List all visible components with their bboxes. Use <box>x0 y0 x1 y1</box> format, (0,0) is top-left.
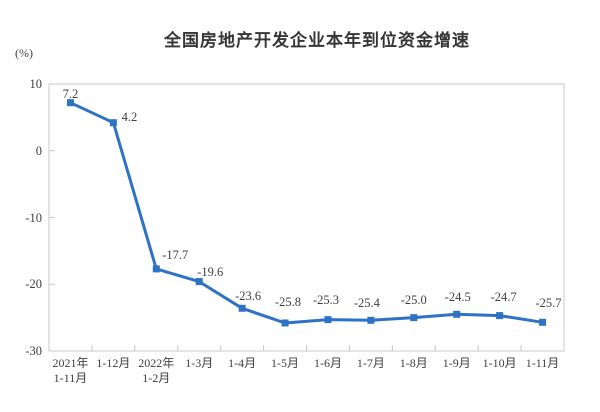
data-point-marker <box>152 265 160 273</box>
data-point-marker <box>238 304 246 312</box>
data-point-marker <box>367 316 375 324</box>
data-point-marker <box>539 318 547 326</box>
data-point-marker <box>109 119 117 127</box>
data-point-marker <box>66 99 74 107</box>
plot-border <box>48 83 565 352</box>
data-point-marker <box>195 278 203 286</box>
y-axis-unit-label: (%) <box>15 46 33 60</box>
data-point-marker <box>496 312 504 320</box>
data-point-marker <box>453 310 461 318</box>
data-line <box>69 101 544 325</box>
data-point-marker <box>324 316 332 324</box>
data-point-marker <box>410 314 418 322</box>
data-point-marker <box>281 319 289 327</box>
chart-title: 全国房地产开发企业本年到位资金增速 <box>164 31 470 50</box>
